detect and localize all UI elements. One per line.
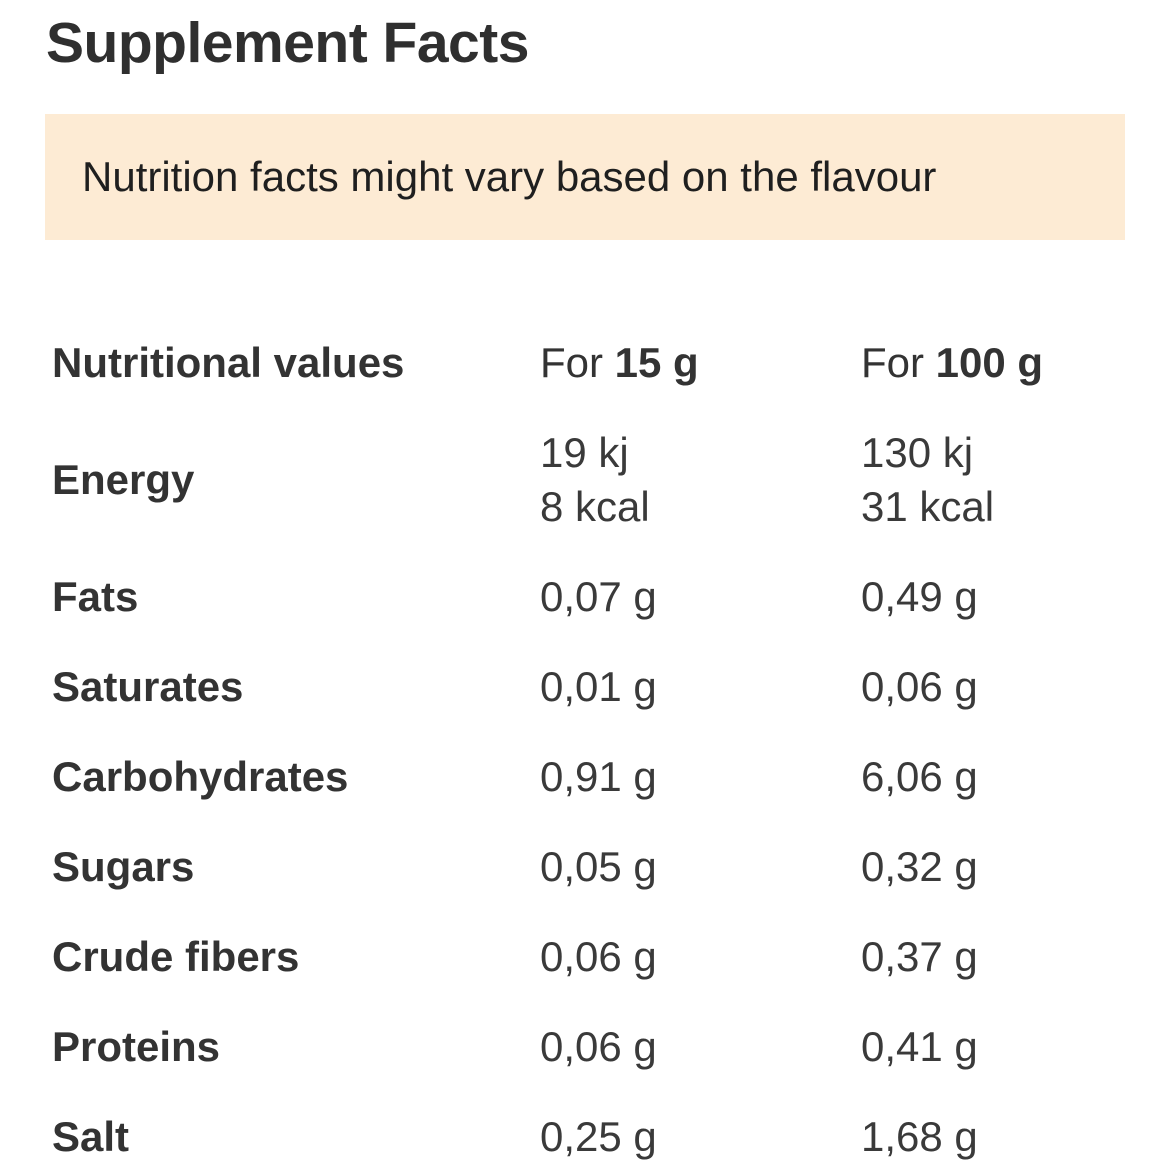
header-per-100g-prefix: For (861, 339, 924, 386)
energy-per-100g: 130 kj 31 kcal (861, 426, 994, 534)
header-per-15g-amount: 15 g (614, 339, 699, 386)
row-label: Proteins (52, 1023, 221, 1070)
flavour-notice-banner: Nutrition facts might vary based on the … (45, 114, 1125, 240)
header-per-100g: For 100 g (861, 336, 1043, 390)
value-per-100g: 0,06 g (861, 663, 978, 710)
row-label: Salt (52, 1113, 130, 1160)
value-per-15g: 0,01 g (540, 663, 657, 710)
row-label-energy: Energy (52, 456, 195, 503)
value-per-100g: 0,32 g (861, 843, 978, 890)
value-per-100g: 0,37 g (861, 933, 978, 980)
energy-kcal-100g: 31 kcal (861, 483, 995, 530)
header-nutritional-values: Nutritional values (52, 339, 405, 386)
page-title: Supplement Facts (46, 11, 529, 75)
flavour-notice-text: Nutrition facts might vary based on the … (82, 153, 937, 200)
row-label: Crude fibers (52, 933, 300, 980)
header-per-15g: For 15 g (540, 336, 699, 390)
header-per-15g-prefix: For (540, 339, 603, 386)
value-per-15g: 0,05 g (540, 843, 657, 890)
value-per-100g: 1,68 g (861, 1113, 978, 1160)
value-per-15g: 0,07 g (540, 573, 657, 620)
value-per-15g: 0,91 g (540, 753, 657, 800)
energy-kcal-15g: 8 kcal (540, 483, 650, 530)
value-per-15g: 0,25 g (540, 1113, 657, 1160)
value-per-100g: 0,49 g (861, 573, 978, 620)
energy-per-15g: 19 kj 8 kcal (540, 426, 650, 534)
row-label: Saturates (52, 663, 244, 710)
energy-kj-15g: 19 kj (540, 429, 629, 476)
header-per-100g-amount: 100 g (935, 339, 1044, 386)
value-per-100g: 6,06 g (861, 753, 978, 800)
value-per-100g: 0,41 g (861, 1023, 978, 1070)
row-label: Carbohydrates (52, 753, 349, 800)
row-label: Sugars (52, 843, 195, 890)
energy-kj-100g: 130 kj (861, 429, 974, 476)
value-per-15g: 0,06 g (540, 933, 657, 980)
value-per-15g: 0,06 g (540, 1023, 657, 1070)
row-label: Fats (52, 573, 139, 620)
